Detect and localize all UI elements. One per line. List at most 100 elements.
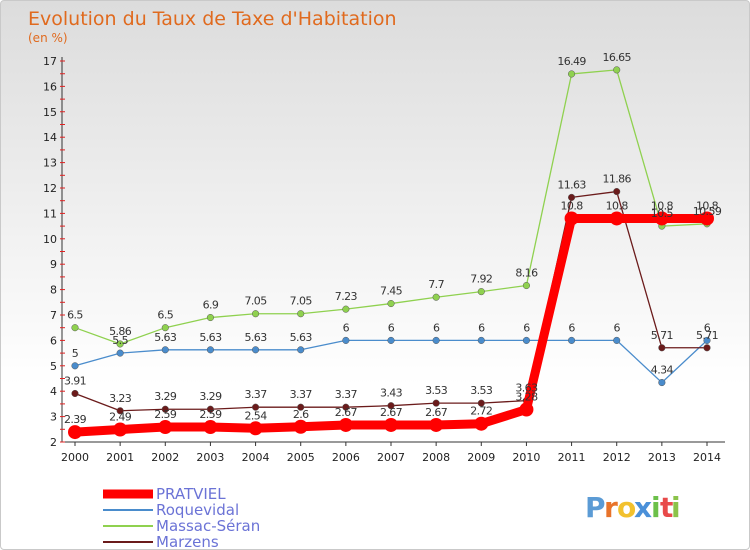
data-point	[203, 420, 218, 435]
x-tick-label: 2011	[558, 451, 586, 464]
x-tick-label: 2010	[512, 451, 540, 464]
data-point	[161, 346, 169, 354]
data-label: 6.5	[67, 309, 83, 322]
y-tick-label: 13	[43, 157, 57, 170]
data-point	[477, 288, 485, 296]
data-point	[206, 405, 214, 413]
data-point	[161, 405, 169, 413]
y-tick-label: 8	[50, 284, 57, 297]
data-point	[71, 389, 79, 398]
x-tick-label: 2007	[377, 451, 405, 464]
data-label: 2.67	[425, 406, 448, 419]
data-label: 10.8	[696, 199, 719, 212]
data-point	[703, 336, 711, 344]
y-tick-label: 5	[50, 360, 57, 373]
logo-letter: t	[660, 491, 673, 524]
data-point	[654, 211, 669, 226]
data-label: 3.91	[64, 374, 86, 387]
data-point	[116, 349, 124, 357]
data-point	[658, 344, 666, 352]
data-point	[568, 336, 576, 344]
data-point	[68, 425, 82, 440]
logo-letter: x	[634, 491, 652, 524]
y-tick-label: 10	[43, 233, 57, 246]
data-point	[568, 70, 576, 78]
data-label: 5.5	[112, 334, 128, 347]
data-label: 6	[478, 321, 485, 334]
data-label: 7.05	[245, 295, 268, 308]
data-label: 7.23	[335, 290, 358, 303]
legend-label: PRATVIEL	[156, 485, 226, 503]
data-point	[703, 344, 711, 352]
x-tick-label: 2004	[242, 451, 270, 464]
x-tick-label: 2006	[332, 451, 360, 464]
data-point	[206, 313, 214, 322]
x-tick-label: 2001	[106, 451, 134, 464]
logo-letter: i	[671, 491, 681, 524]
x-tick-label: 2003	[196, 451, 224, 464]
data-label: 6	[704, 321, 711, 334]
data-label: 3.63	[515, 382, 538, 395]
data-point	[161, 324, 169, 332]
y-tick-label: 7	[50, 309, 57, 322]
data-point	[613, 66, 621, 74]
data-point	[297, 403, 305, 411]
data-point	[252, 403, 260, 411]
data-label: 8.16	[515, 267, 538, 280]
data-label: 2.49	[109, 411, 132, 424]
data-label: 5.63	[199, 331, 222, 344]
data-label: 11.63	[557, 178, 586, 191]
series-line-roquevidal	[74, 339, 708, 384]
data-point	[252, 310, 260, 318]
data-point	[432, 336, 440, 344]
data-label: 6	[343, 321, 350, 334]
y-tick-label: 3	[50, 411, 57, 424]
y-tick-label: 9	[50, 258, 57, 271]
data-point	[71, 324, 79, 332]
data-point	[342, 305, 350, 313]
logo-letter: i	[651, 491, 661, 524]
data-label: 7.92	[470, 273, 492, 286]
data-label: 5	[72, 347, 79, 360]
data-point	[432, 293, 440, 301]
data-label: 2.67	[380, 406, 403, 419]
data-point	[248, 421, 263, 436]
data-point	[387, 300, 395, 308]
data-point	[522, 281, 530, 290]
data-label: 6.9	[203, 299, 219, 312]
data-point	[477, 399, 485, 407]
y-tick-label: 12	[43, 182, 57, 195]
data-point	[338, 417, 353, 432]
y-tick-label: 17	[43, 55, 57, 68]
data-point	[609, 211, 624, 226]
data-label: 6	[433, 321, 440, 334]
data-label: 5.86	[109, 325, 132, 338]
data-point	[429, 417, 444, 432]
x-tick-label: 2002	[151, 451, 179, 464]
data-label: 6	[614, 321, 621, 334]
data-label: 10.5	[651, 207, 674, 220]
data-point	[522, 336, 530, 344]
data-label: 10.8	[561, 199, 584, 212]
data-point	[116, 340, 124, 348]
x-tick-label: 2013	[648, 451, 676, 464]
x-tick-label: 2014	[693, 451, 721, 464]
data-point	[71, 362, 79, 370]
logo-letter: P	[585, 491, 606, 524]
x-tick-label: 2005	[287, 451, 315, 464]
data-point	[116, 407, 124, 415]
data-label: 10.8	[651, 199, 674, 212]
data-point	[519, 402, 534, 417]
data-point	[613, 336, 621, 344]
x-tick-label: 2012	[603, 451, 631, 464]
chart-title: Evolution du Taux de Taxe d'Habitation	[28, 8, 397, 30]
data-point	[293, 419, 308, 434]
data-label: 5.63	[154, 331, 177, 344]
y-tick-label: 15	[43, 106, 57, 119]
data-point	[564, 211, 579, 226]
logo-letter: o	[617, 491, 636, 524]
data-label: 4.34	[651, 364, 674, 377]
data-label: 7.05	[290, 295, 313, 308]
data-point	[384, 417, 398, 432]
